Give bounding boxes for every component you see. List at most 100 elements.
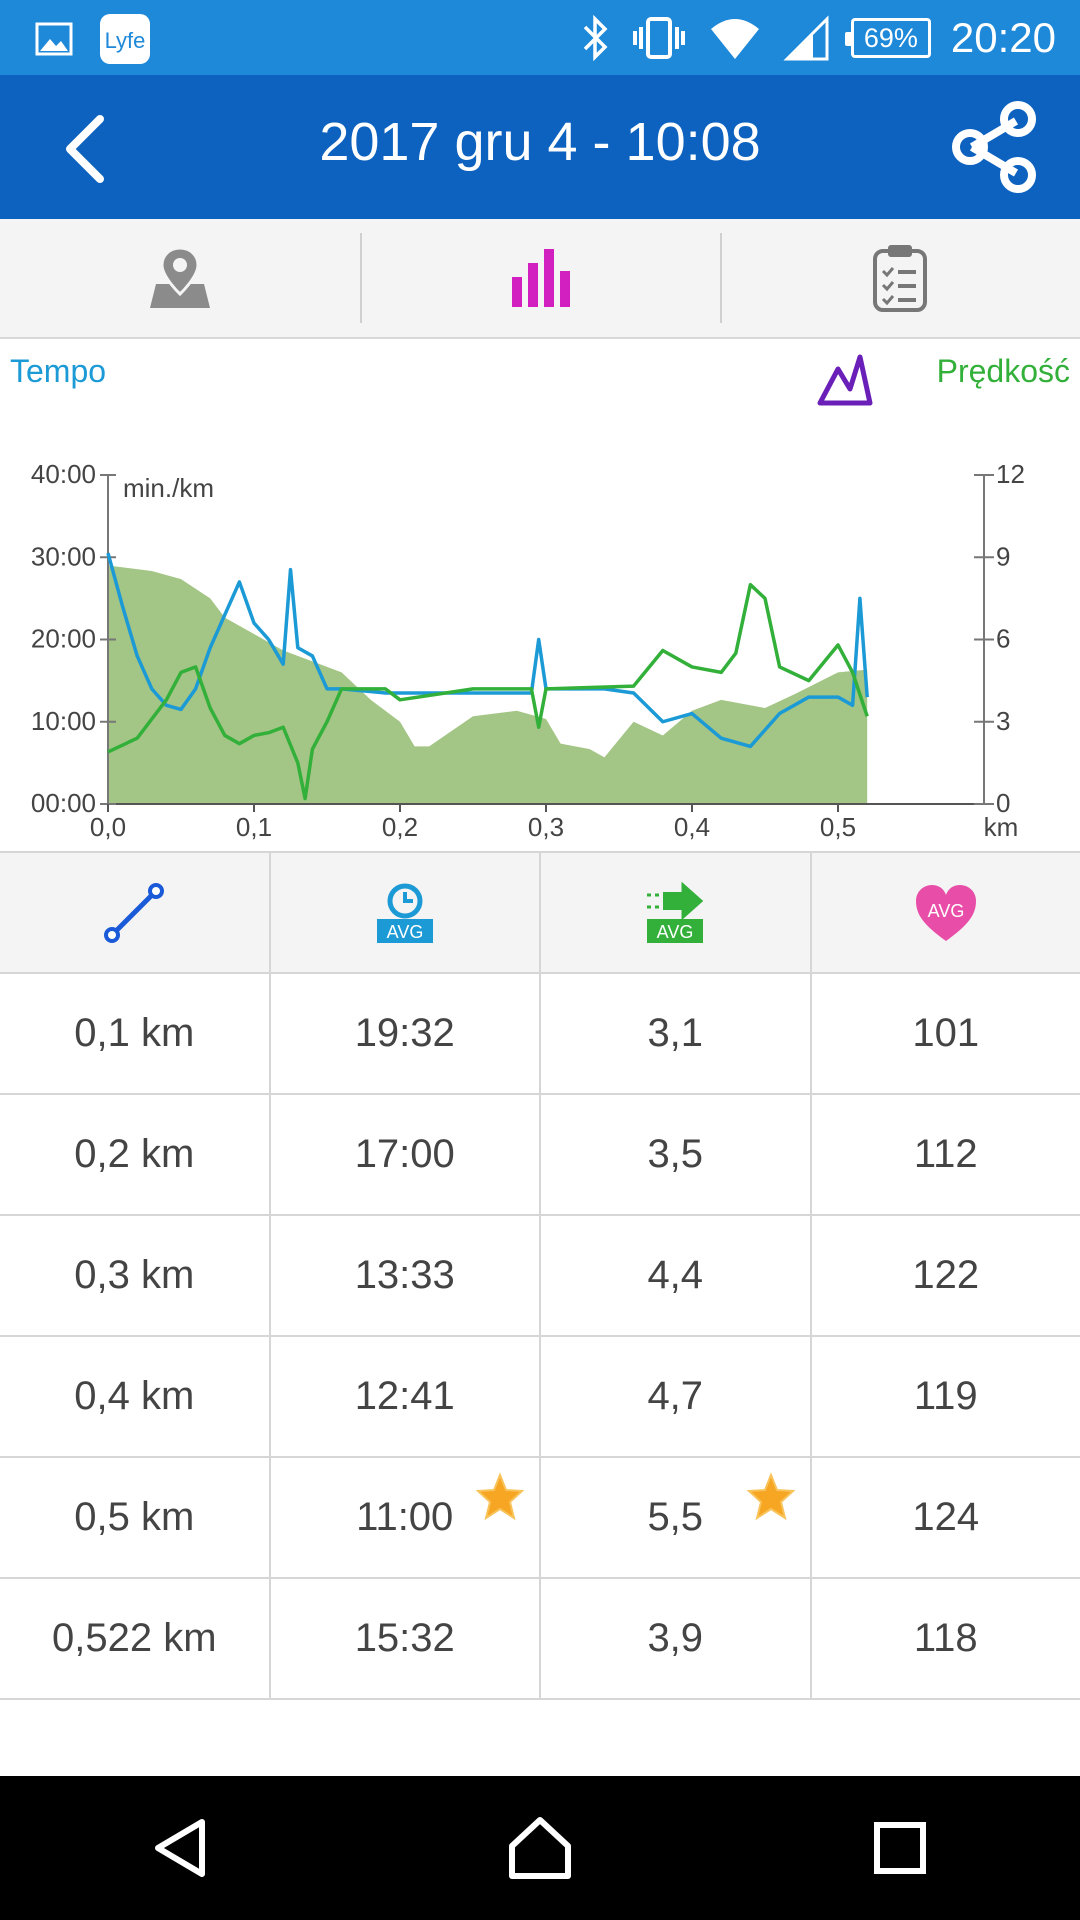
split-speed-value: 3,1 bbox=[647, 1011, 704, 1055]
y-right-tick-label: 3 bbox=[996, 706, 1010, 736]
y-axis-unit: min./km bbox=[123, 473, 214, 503]
x-tick-label: 0,1 bbox=[236, 812, 272, 842]
battery-percentage: 69% bbox=[863, 22, 918, 53]
lyfe-app-notification-icon: Lyfe bbox=[100, 14, 150, 64]
y-right-tick-label: 0 bbox=[996, 788, 1010, 818]
bluetooth-icon bbox=[583, 15, 608, 61]
split-speed-value: 3,5 bbox=[647, 1132, 704, 1176]
share-icon bbox=[952, 101, 1036, 193]
table-row: 0,4 km 12:41 4,7 119 bbox=[0, 1337, 1080, 1458]
map-pin-icon bbox=[150, 246, 210, 308]
split-pace-value: 12:41 bbox=[354, 1374, 455, 1418]
best-star-icon bbox=[475, 1472, 525, 1521]
chart-panel: Tempo Prędkość 00:00 10:00 20:00 30:00 40:00… bbox=[0, 341, 1080, 851]
header-distance bbox=[0, 853, 269, 972]
split-speed: 3,1 bbox=[539, 974, 810, 1093]
table-row: 0,5 km 11:00 5,5 124 bbox=[0, 1458, 1080, 1579]
avg-pace-icon: AVG bbox=[376, 883, 433, 943]
elevation-toggle-icon[interactable] bbox=[816, 349, 874, 409]
split-hr-value: 112 bbox=[913, 1132, 978, 1176]
clipboard-icon bbox=[873, 245, 927, 312]
y-left-tick-label: 40:00 bbox=[31, 459, 96, 489]
avg-heart-rate-icon: AVG bbox=[915, 884, 976, 941]
back-button[interactable] bbox=[50, 109, 120, 189]
split-heart-rate: 112 bbox=[809, 1095, 1080, 1214]
y-left-tick-label: 00:00 bbox=[31, 788, 96, 818]
table-row: 0,3 km 13:33 4,4 122 bbox=[0, 1216, 1080, 1337]
elevation-area bbox=[108, 565, 868, 804]
split-pace-value: 17:00 bbox=[354, 1132, 455, 1176]
split-heart-rate: 119 bbox=[809, 1337, 1080, 1456]
split-distance-value: 0,3 km bbox=[74, 1253, 195, 1297]
battery-indicator: 69% bbox=[844, 18, 931, 58]
split-speed-value: 4,4 bbox=[647, 1253, 704, 1297]
split-distance-value: 0,4 km bbox=[74, 1374, 195, 1418]
split-hr-value: 118 bbox=[913, 1616, 978, 1660]
split-speed-value: 3,9 bbox=[647, 1616, 704, 1660]
x-tick-label: 0,3 bbox=[528, 812, 564, 842]
page-title: 2017 gru 4 - 10:08 bbox=[319, 112, 761, 172]
nav-back-button[interactable] bbox=[120, 1788, 240, 1908]
avg-speed-icon: AVG bbox=[647, 881, 704, 943]
distance-icon bbox=[104, 882, 165, 943]
table-row: 0,522 km 15:32 3,9 118 bbox=[0, 1579, 1080, 1700]
header-avg-pace: AVG bbox=[268, 853, 540, 972]
tab-bar bbox=[0, 219, 1080, 339]
split-pace-value: 11:00 bbox=[356, 1495, 454, 1539]
nav-recents-button[interactable] bbox=[840, 1788, 960, 1908]
split-distance: 0,522 km bbox=[0, 1579, 269, 1698]
wifi-icon bbox=[710, 19, 759, 59]
avg-speed-badge-text: AVG bbox=[657, 922, 694, 942]
split-speed-value: 5,5 bbox=[647, 1495, 704, 1539]
split-pace: 15:32 bbox=[268, 1579, 540, 1698]
avg-pace-badge-text: AVG bbox=[386, 922, 423, 942]
split-distance: 0,4 km bbox=[0, 1337, 269, 1456]
split-hr-value: 122 bbox=[912, 1253, 980, 1297]
split-distance-value: 0,1 km bbox=[74, 1011, 195, 1055]
split-hr-value: 119 bbox=[913, 1374, 978, 1418]
status-bar: Lyfe 69% 20:20 bbox=[0, 0, 1080, 75]
y-left-tick-label: 20:00 bbox=[31, 624, 96, 654]
tab-map[interactable] bbox=[0, 219, 360, 337]
nav-back-icon bbox=[155, 1819, 205, 1877]
table-row: 0,1 km 19:32 3,1 101 bbox=[0, 974, 1080, 1095]
speed-line bbox=[107, 582, 869, 801]
split-pace: 13:33 bbox=[268, 1216, 540, 1335]
recents-icon bbox=[874, 1822, 926, 1874]
signal-icon bbox=[783, 15, 829, 61]
x-tick-label: 0,4 bbox=[674, 812, 710, 842]
chevron-left-icon bbox=[66, 115, 104, 183]
split-distance-value: 0,2 km bbox=[74, 1132, 195, 1176]
split-pace: 12:41 bbox=[268, 1337, 540, 1456]
bar-chart-icon bbox=[512, 249, 570, 307]
split-distance: 0,5 km bbox=[0, 1458, 269, 1577]
split-distance: 0,1 km bbox=[0, 974, 269, 1093]
split-pace: 17:00 bbox=[268, 1095, 540, 1214]
y-right-tick-label: 6 bbox=[996, 624, 1010, 654]
header-avg-speed: AVG bbox=[539, 853, 810, 972]
clock: 20:20 bbox=[950, 14, 1056, 61]
header-avg-heart-rate: AVG bbox=[809, 853, 1080, 972]
x-axis-unit: km bbox=[984, 812, 1019, 842]
tempo-label: Tempo bbox=[10, 353, 107, 389]
split-heart-rate: 122 bbox=[809, 1216, 1080, 1335]
split-hr-value: 101 bbox=[912, 1011, 980, 1055]
navigation-bar bbox=[0, 1776, 1080, 1920]
split-pace: 19:32 bbox=[268, 974, 540, 1093]
split-speed: 3,5 bbox=[539, 1095, 810, 1214]
tab-summary[interactable] bbox=[720, 219, 1080, 337]
app-header: 2017 gru 4 - 10:08 bbox=[0, 75, 1080, 219]
split-pace: 11:00 bbox=[268, 1458, 540, 1577]
share-button[interactable] bbox=[944, 97, 1044, 197]
nav-home-button[interactable] bbox=[480, 1788, 600, 1908]
x-tick-label: 0,2 bbox=[382, 812, 418, 842]
table-row: 0,2 km 17:00 3,5 112 bbox=[0, 1095, 1080, 1216]
split-speed-value: 4,7 bbox=[647, 1374, 704, 1418]
split-hr-value: 124 bbox=[912, 1495, 980, 1539]
gallery-notification-icon bbox=[35, 22, 73, 56]
tempo-line bbox=[106, 552, 869, 749]
x-tick-label: 0,0 bbox=[90, 812, 126, 842]
home-icon bbox=[509, 1817, 571, 1879]
y-left-tick-label: 30:00 bbox=[31, 541, 96, 571]
tab-charts[interactable] bbox=[360, 219, 720, 337]
